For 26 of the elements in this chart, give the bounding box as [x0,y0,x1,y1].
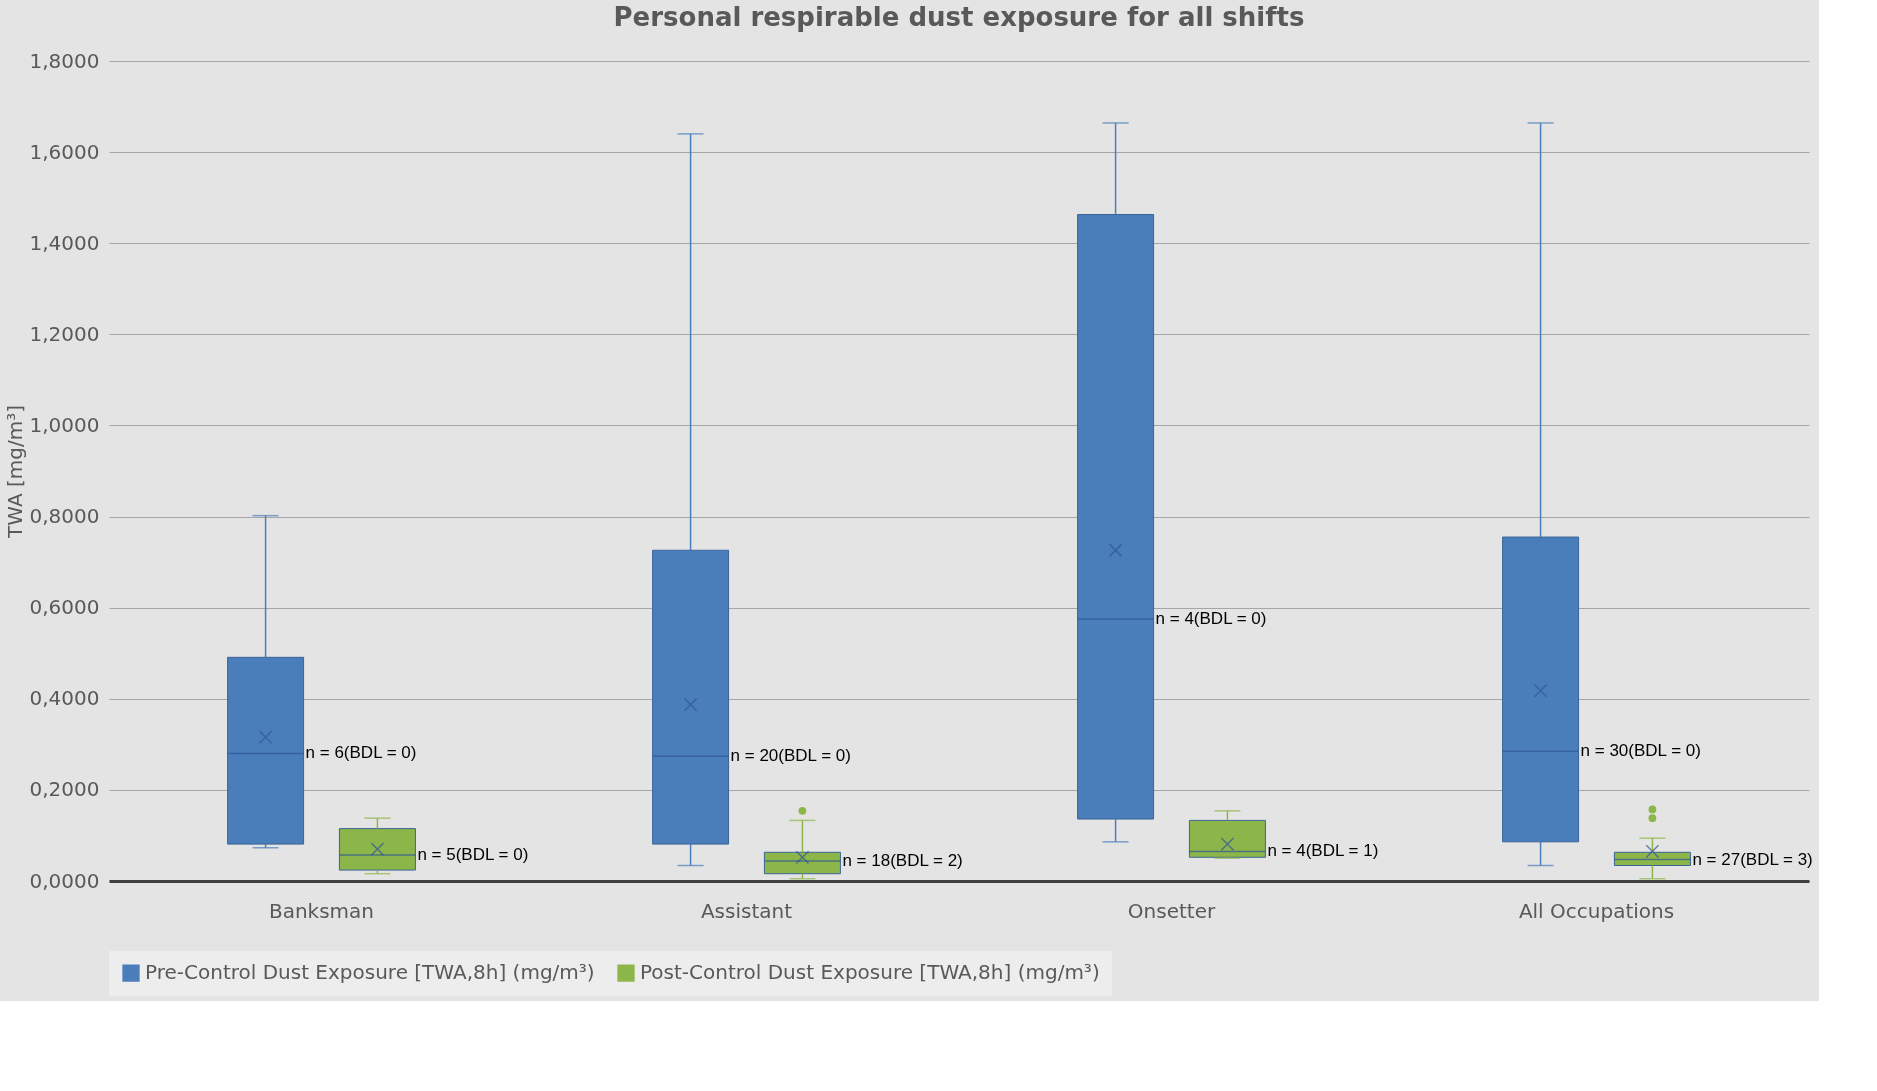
y-tick-label: 1,4000 [29,230,100,255]
y-tick-label: 1,6000 [29,139,100,164]
y-tick-label: 0,8000 [29,504,100,529]
annotation: n = 30(BDL = 0) [1580,741,1701,761]
annotation: n = 20(BDL = 0) [730,746,851,766]
legend-label: Post-Control Dust Exposure [TWA,8h] (mg/m³) [640,960,1100,985]
annotation: n = 4(BDL = 1) [1267,841,1379,861]
x-tick-label: Assistant [700,898,793,923]
annotation: n = 5(BDL = 0) [417,845,529,865]
annotation: n = 6(BDL = 0) [305,743,417,763]
y-tick-label: 1,2000 [29,321,100,346]
x-tick-label: Onsetter [1127,898,1216,923]
x-tick-label: Banksman [268,898,375,923]
y-tick-label: 0,2000 [29,777,100,802]
chart-title: Personal respirable dust exposure for all shifts [613,2,1305,32]
annotation: n = 4(BDL = 0) [1155,609,1267,629]
annotation: n = 18(BDL = 2) [842,850,963,870]
y-tick-label: 0,4000 [29,686,100,711]
annotation: n = 27(BDL = 3) [1692,849,1813,869]
legend-label: Pre-Control Dust Exposure [TWA,8h] (mg/m³) [145,960,595,985]
y-tick-label: 1,8000 [29,48,100,73]
x-tick-label: All Occupations [1518,898,1675,923]
y-tick-label: 0,0000 [29,868,100,893]
y-axis-title: TWA [mg/m³] [2,405,27,539]
y-tick-label: 1,0000 [29,412,100,437]
y-tick-label: 0,6000 [29,595,100,620]
